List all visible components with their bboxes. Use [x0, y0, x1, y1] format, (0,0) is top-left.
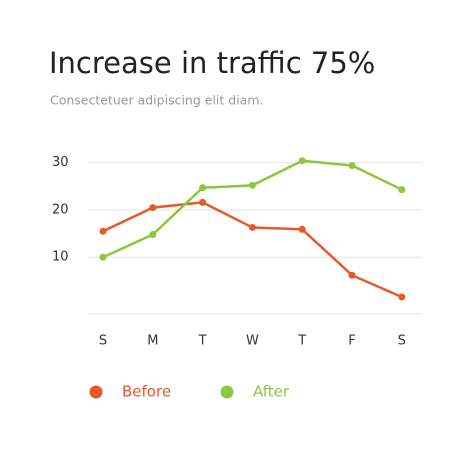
- x-tick-label: F: [348, 334, 355, 349]
- data-point: [398, 293, 406, 301]
- x-tick-label: T: [297, 334, 306, 349]
- x-tick-label: S: [99, 334, 107, 349]
- data-point: [149, 204, 157, 212]
- chart-subtitle: Consectetuer adipiscing elit diam.: [50, 93, 263, 108]
- y-tick-label: 20: [52, 202, 69, 217]
- legend-marker: [89, 385, 103, 399]
- data-point: [99, 227, 107, 235]
- data-point: [298, 225, 306, 233]
- x-tick-label: T: [198, 334, 207, 349]
- series-line: [102, 201, 403, 299]
- legend-label: After: [253, 383, 290, 401]
- data-point: [248, 223, 256, 231]
- data-point: [199, 184, 207, 192]
- data-point: [99, 253, 107, 261]
- x-tick-label: W: [246, 334, 259, 349]
- chart-title: Increase in traffic 75%: [49, 46, 375, 80]
- data-point: [149, 231, 157, 239]
- x-tick-label: S: [398, 334, 406, 349]
- data-point: [298, 157, 306, 165]
- data-point: [199, 198, 207, 206]
- x-tick-label: M: [147, 334, 158, 349]
- data-point: [348, 271, 356, 279]
- legend-marker: [220, 385, 234, 399]
- data-point: [348, 161, 356, 169]
- data-point: [248, 181, 256, 189]
- legend-label: Before: [122, 383, 171, 401]
- y-tick-label: 30: [52, 155, 69, 170]
- y-tick-label: 10: [52, 250, 69, 265]
- data-point: [398, 186, 406, 194]
